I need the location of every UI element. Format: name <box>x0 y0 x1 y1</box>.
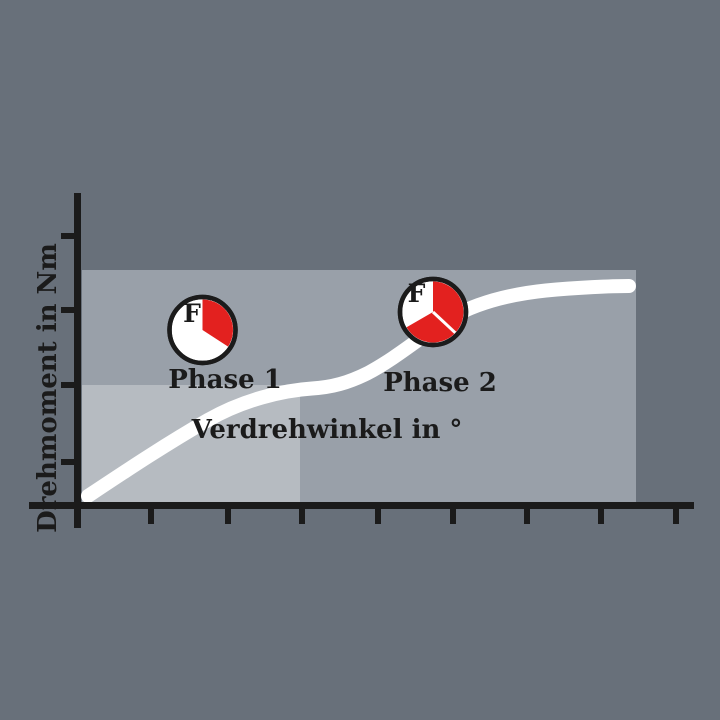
force-label: F <box>408 279 426 308</box>
y-axis-ticks <box>61 233 78 465</box>
y-axis-label: Drehmoment in Nm <box>33 243 63 533</box>
x-axis-ticks <box>148 506 679 524</box>
phase2-pie-icon: F <box>397 276 469 348</box>
force-label: F <box>183 299 201 328</box>
torque-curve <box>81 279 636 503</box>
y-axis <box>61 193 81 528</box>
phase1-label: Phase 1 <box>168 365 282 395</box>
pie-red-sector <box>202 299 234 347</box>
pie-divider-line <box>431 310 457 334</box>
pie-outline <box>167 294 238 366</box>
phase2-label: Phase 2 <box>383 368 497 398</box>
x-axis-label: Verdrehwinkel in ° <box>191 415 463 445</box>
phase1-pie-icon: F <box>167 294 238 366</box>
x-axis <box>29 502 694 524</box>
pie-outline <box>397 276 469 348</box>
